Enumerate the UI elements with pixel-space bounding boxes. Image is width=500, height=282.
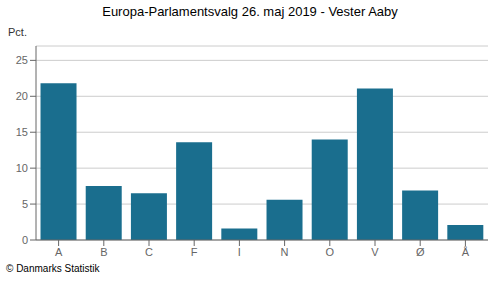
svg-text:V: V: [371, 246, 379, 258]
svg-text:25: 25: [16, 54, 28, 66]
svg-text:Ø: Ø: [416, 246, 425, 258]
svg-text:15: 15: [16, 126, 28, 138]
svg-text:C: C: [145, 246, 153, 258]
svg-text:I: I: [238, 246, 241, 258]
svg-text:O: O: [326, 246, 335, 258]
html-text:Europa-Parlamentsvalg 26. maj: Europa-Parlamentsvalg 26. maj 2019 - Ves…: [102, 4, 398, 19]
svg-text:10: 10: [16, 162, 28, 174]
svg-text:Å: Å: [462, 246, 470, 258]
svg-text:20: 20: [16, 90, 28, 102]
svg-text:A: A: [55, 246, 63, 258]
svg-text:5: 5: [22, 198, 28, 210]
html-text:Pct.: Pct.: [8, 26, 27, 38]
svg-text:F: F: [191, 246, 198, 258]
svg-text:0: 0: [22, 234, 28, 246]
svg-text:N: N: [281, 246, 289, 258]
html-text:© Danmarks Statistik: © Danmarks Statistik: [6, 263, 100, 274]
svg-text:B: B: [100, 246, 107, 258]
